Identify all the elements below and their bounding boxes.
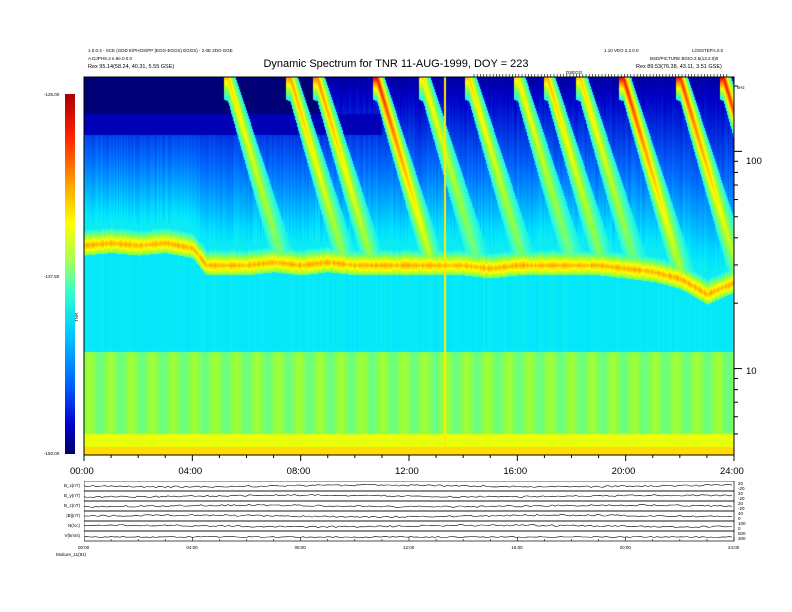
header-right-line3: Rex 89.53(76.38, 43.11, 3.51 GSE): [636, 64, 722, 70]
x-tick-label: 24:00: [720, 466, 744, 477]
bottom-trace: [84, 494, 733, 498]
header-left-line1: 1.0.0.3 - SCE (GDD E/PHOS/PP (EGG-EGGS) …: [88, 48, 233, 53]
bottom-right-value: 0: [738, 526, 741, 531]
bottom-row-label: |B|(nT): [66, 513, 80, 518]
bottom-right-value: -20: [738, 486, 745, 491]
y-tick-100: 100: [746, 156, 762, 167]
bottom-row-label: B_z(nT): [63, 503, 80, 508]
colorbar-tick-bottom: -150.00: [44, 451, 60, 456]
bottom-right-value: 40: [738, 511, 744, 516]
bottom-right-value: 500: [738, 531, 746, 536]
mid-tick-label: DSEGG: [566, 70, 583, 75]
bottom-x-tick-label: 16:00: [511, 545, 523, 550]
bottom-panel-labels: B_x(nT) B_y(nT) B_z(nT) |B|(nT) N(/cc) V(km/s…: [30, 481, 84, 543]
bottom-x-tick-label: 12:00: [403, 545, 415, 550]
x-tick-label: 08:00: [286, 466, 311, 477]
plot-frame: [83, 76, 735, 456]
bottom-row-label: V(km/s): [64, 533, 81, 538]
bottom-trace: [84, 536, 733, 538]
khz-label: kHz: [737, 85, 745, 90]
chart-title: Dynamic Spectrum for TNR 11-AUG-1999, DO…: [263, 58, 529, 70]
bottom-right-value: 100: [738, 521, 746, 526]
bottom-x-tick-label: 00:00: [78, 545, 90, 550]
bottom-right-value: 300: [738, 536, 746, 541]
x-tick-labels: 00:00 04:00 08:00 12:00 16:00 20:00 24:00: [70, 466, 744, 478]
bottom-panel: [84, 481, 735, 542]
x-tick-label: 00:00: [70, 466, 94, 477]
bottom-right-value: 20: [738, 501, 744, 506]
bottom-right-value: 20: [738, 481, 744, 486]
bottom-right-value: -20: [738, 506, 745, 511]
bottom-trace: [84, 514, 733, 518]
header-left-line3: Rex 95.14(58.24, 40.31, 5.55 GSE): [88, 64, 175, 70]
x-tick-label: 20:00: [611, 466, 636, 477]
bottom-trace: [84, 504, 733, 508]
bottom-footer: Moiture_11(91): [56, 552, 87, 557]
bottom-row-label: N(/cc): [68, 523, 80, 528]
bottom-x-tick-label: 24:00: [728, 545, 740, 550]
bottom-x-tick-label: 04:00: [186, 545, 198, 550]
header-corner-label: LOSSTEP.s.0.0: [692, 48, 724, 53]
bottom-row-label: B_y(nT): [63, 493, 80, 498]
spectrogram-axes: [83, 74, 742, 461]
header-left-line2: A.DJPHS.2 e.8e.0.0.0: [88, 56, 133, 61]
bottom-right-value: 20: [738, 491, 744, 496]
bottom-right-value: 0: [738, 516, 741, 521]
y-tick-10: 10: [746, 366, 757, 377]
bottom-x-tick-label: 20:00: [619, 545, 631, 550]
colorbar-label: TNR: [74, 312, 79, 322]
x-tick-label: 12:00: [395, 466, 419, 477]
bottom-x-tick-labels: 00:00 04:00 08:00 12:00 16:00 20:00 24:00: [78, 545, 740, 553]
colorbar-tick-mid: -137.50: [44, 274, 60, 279]
bottom-x-tick-label: 08:00: [294, 545, 306, 550]
x-tick-label: 16:00: [503, 466, 528, 477]
header-right-line1: 1.10 VEO 2.2.0.0: [604, 48, 639, 53]
colorbar: [65, 94, 75, 454]
colorbar-tick-top: -125.00: [44, 92, 60, 97]
spectrogram-canvas: [84, 77, 734, 455]
x-tick-label: 04:00: [178, 466, 203, 477]
bottom-trace: [84, 524, 732, 528]
bottom-right-value: -20: [738, 496, 745, 501]
bottom-row-label: B_x(nT): [63, 483, 80, 488]
header-right-line2: BSD/PICTURE BGIO.2.5(13.2.0)0: [650, 56, 719, 61]
bottom-trace: [84, 484, 733, 488]
bottom-panel-right-values: 20 -20 20 -20 20 -20 40 0 100 0 500 300: [738, 481, 768, 543]
